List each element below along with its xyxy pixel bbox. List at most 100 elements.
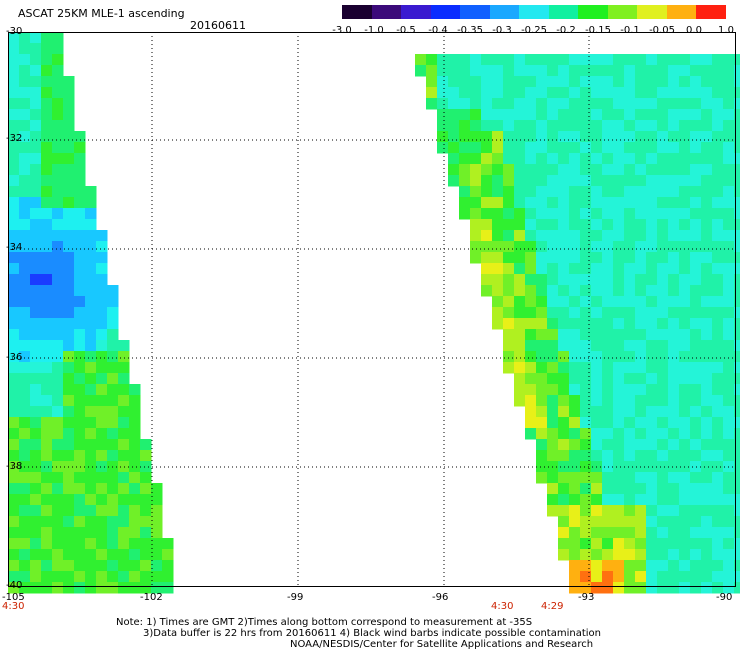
wind-cell [536, 472, 548, 484]
wind-cell [19, 538, 31, 550]
wind-cell [162, 582, 174, 594]
wind-cell [569, 417, 581, 429]
wind-cell [96, 285, 108, 297]
wind-cell [668, 406, 680, 418]
wind-cell [723, 241, 735, 253]
wind-cell [679, 406, 691, 418]
wind-cell [536, 208, 548, 220]
wind-cell [107, 494, 119, 506]
wind-cell [52, 538, 64, 550]
wind-cell [591, 175, 603, 187]
wind-cell [536, 274, 548, 286]
wind-cell [525, 373, 537, 385]
wind-cell [41, 318, 53, 330]
wind-cell [19, 142, 31, 154]
wind-cell [613, 208, 625, 220]
wind-cell [712, 142, 724, 154]
wind-cell [580, 318, 592, 330]
wind-cell [712, 395, 724, 407]
wind-cell [635, 230, 647, 242]
wind-cell [52, 186, 64, 198]
wind-cell [30, 43, 42, 55]
wind-cell [492, 109, 504, 121]
wind-cell [602, 65, 614, 77]
wind-cell [151, 560, 163, 572]
wind-cell [459, 142, 471, 154]
wind-cell [613, 252, 625, 264]
wind-cell [624, 175, 636, 187]
wind-cell [723, 153, 735, 165]
wind-cell [580, 164, 592, 176]
x-tick-label: -105 [2, 592, 25, 603]
wind-cell [85, 428, 97, 440]
wind-cell [580, 307, 592, 319]
wind-cell [734, 175, 740, 187]
wind-cell [646, 131, 658, 143]
wind-cell [52, 230, 64, 242]
wind-cell [118, 494, 130, 506]
wind-cell [679, 340, 691, 352]
wind-cell [657, 549, 669, 561]
wind-cell [63, 175, 75, 187]
wind-cell [712, 307, 724, 319]
wind-cell [646, 373, 658, 385]
wind-cell [701, 285, 713, 297]
wind-cell [547, 362, 559, 374]
wind-cell [591, 527, 603, 539]
wind-cell [624, 285, 636, 297]
wind-cell [613, 450, 625, 462]
wind-cell [503, 153, 515, 165]
wind-cell [481, 274, 493, 286]
wind-cell [635, 549, 647, 561]
wind-cell [646, 582, 658, 594]
wind-cell [613, 131, 625, 143]
wind-cell [657, 98, 669, 110]
wind-cell [503, 340, 515, 352]
wind-cell [657, 219, 669, 231]
wind-cell [426, 54, 438, 66]
wind-cell [118, 571, 130, 583]
wind-cell [514, 351, 526, 363]
wind-cell [8, 241, 20, 253]
wind-cell [8, 571, 20, 583]
x-tick-label: -90 [716, 592, 733, 603]
wind-cell [74, 131, 86, 143]
wind-cell [30, 87, 42, 99]
wind-cell [536, 450, 548, 462]
wind-cell [41, 76, 53, 88]
wind-cell [74, 538, 86, 550]
wind-cell [481, 263, 493, 275]
wind-cell [481, 252, 493, 264]
wind-cell [514, 175, 526, 187]
wind-cell [503, 351, 515, 363]
wind-cell [613, 87, 625, 99]
wind-cell [470, 219, 482, 231]
wind-cell [525, 362, 537, 374]
wind-cell [690, 549, 702, 561]
wind-cell [96, 461, 108, 473]
wind-cell [8, 153, 20, 165]
wind-cell [52, 131, 64, 143]
wind-cell [74, 373, 86, 385]
wind-cell [503, 131, 515, 143]
wind-cell [591, 109, 603, 121]
wind-cell [426, 87, 438, 99]
wind-cell [503, 208, 515, 220]
wind-cell [503, 164, 515, 176]
wind-cell [613, 109, 625, 121]
wind-cell [569, 131, 581, 143]
wind-cell [74, 307, 86, 319]
wind-cell [712, 527, 724, 539]
wind-cell [8, 428, 20, 440]
wind-cell [481, 219, 493, 231]
wind-cell [646, 505, 658, 517]
wind-cell [52, 252, 64, 264]
wind-cell [30, 142, 42, 154]
wind-cell [41, 582, 53, 594]
wind-cell [85, 351, 97, 363]
wind-cell [470, 252, 482, 264]
wind-cell [129, 417, 141, 429]
wind-cell [701, 219, 713, 231]
wind-cell [41, 252, 53, 264]
